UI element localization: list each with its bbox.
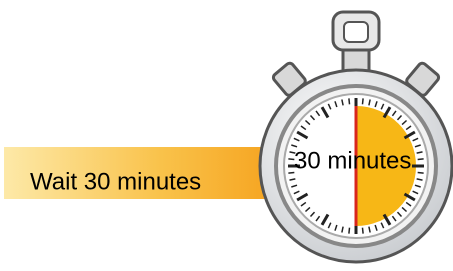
tick: [349, 228, 350, 234]
crown-hole: [344, 22, 368, 42]
tick: [418, 159, 424, 160]
tick: [362, 98, 363, 104]
stopwatch: [260, 12, 452, 262]
tick: [362, 228, 363, 234]
illustration: Wait 30 minutes 30 minutes: [0, 0, 453, 266]
tick: [349, 98, 350, 104]
page: Wait 30 minutes 30 minutes (() => { cons…: [0, 0, 453, 266]
wait-label: Wait 30 minutes: [30, 168, 201, 195]
tick: [418, 172, 424, 173]
dial-label: 30 minutes: [294, 147, 411, 174]
